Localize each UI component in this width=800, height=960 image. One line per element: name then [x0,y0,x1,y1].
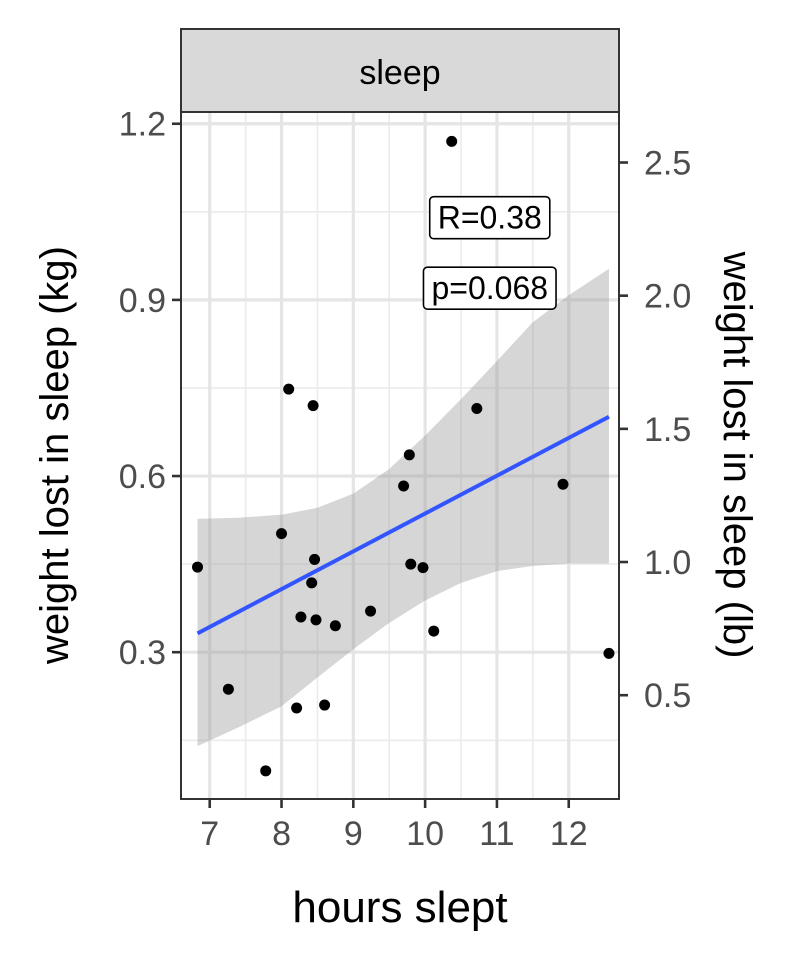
data-point [405,558,417,570]
y2-tick-label: 0.5 [644,677,691,715]
stat-label: R=0.38 [428,195,551,240]
y-axis-title-left: weight lost in sleep (kg) [33,246,77,665]
y2-tick-label: 2.0 [644,278,691,316]
data-point [446,135,458,147]
y-tick-label: 0.6 [119,458,166,496]
data-point [260,765,272,777]
y-tick-label: 1.2 [119,106,166,144]
data-point [192,561,204,573]
x-tick-label: 7 [200,815,219,853]
confidence-ribbon [197,268,609,747]
stat-label: p=0.068 [422,266,557,310]
fit-line [196,414,610,636]
y-tick-label: 0.3 [119,634,166,672]
data-point [276,528,288,540]
data-point [471,403,483,415]
data-point [295,611,307,623]
data-point [403,449,415,461]
panel-border [180,111,620,800]
data-point [309,553,321,565]
x-axis: 7 8 9 10 11 12 [200,799,588,853]
y-axis-title-right: weight lost in sleep (lb) [715,251,759,659]
y2-tick-label: 1.0 [644,544,691,582]
data-point [329,620,341,632]
stat-label-text: R=0.38 [438,200,542,236]
fit-line-layer [196,414,610,636]
x-tick-label: 9 [344,815,363,853]
y2-tick-label: 2.5 [644,145,691,183]
data-point [428,625,440,637]
annotations-layer: R=0.38 p=0.068 [422,195,557,310]
data-point [291,702,303,714]
x-tick-label: 11 [479,815,514,853]
stat-label-box [428,195,551,240]
x-tick-label: 12 [550,815,588,853]
data-point [319,699,331,711]
data-point [603,647,615,659]
data-point [307,400,319,412]
y-axis-right: 0.5 1.0 1.5 2.0 2.5 [619,145,691,715]
x-tick-label: 10 [406,815,444,853]
data-point [365,605,377,617]
x-tick-label: 8 [272,815,291,853]
data-point [398,480,410,492]
data-point [310,614,322,626]
stat-label-text: p=0.068 [431,270,548,306]
data-point [283,383,295,395]
y-axis-left: 0.3 0.6 0.9 1.2 [119,106,181,672]
data-point [557,478,569,490]
facet-strip [180,28,620,113]
data-point [417,562,429,574]
y-tick-label: 0.9 [119,282,166,320]
stat-label-box [422,266,557,310]
x-axis-title: hours slept [292,883,507,932]
points-layer [192,135,615,777]
data-point [306,577,318,589]
facet-label: sleep [359,54,440,92]
confidence-ribbon-layer [197,268,609,747]
y2-tick-label: 1.5 [644,411,691,449]
data-point [222,683,234,695]
